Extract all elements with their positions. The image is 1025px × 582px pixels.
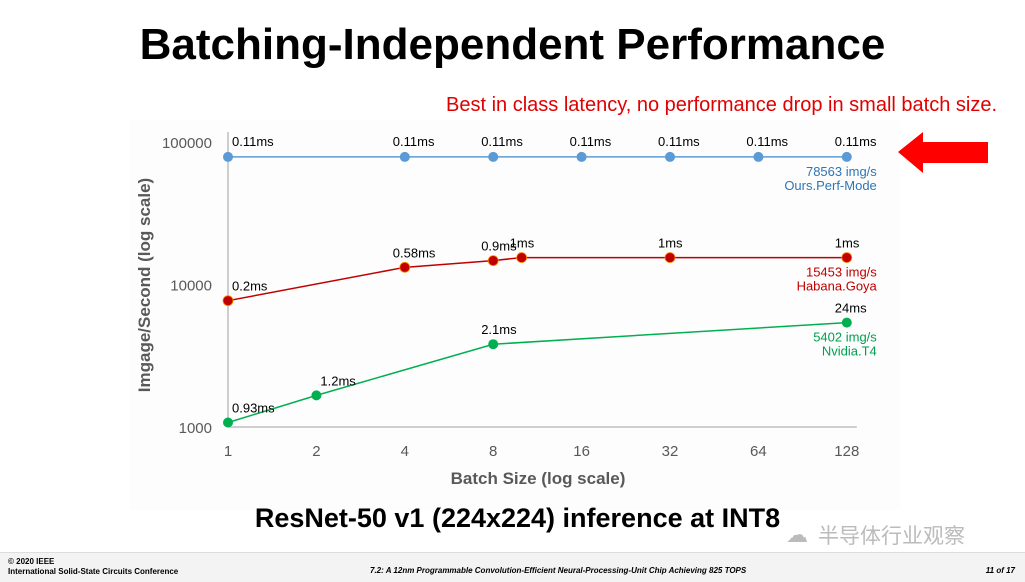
data-point (488, 339, 499, 350)
y-tick-label: 100000 (162, 135, 212, 152)
wechat-icon: ☁ (786, 522, 808, 547)
data-point (576, 151, 587, 162)
x-tick-label: 64 (750, 443, 767, 460)
data-point (399, 151, 410, 162)
series-value-label: 15453 img/s (806, 265, 877, 280)
x-tick-label: 16 (573, 443, 590, 460)
data-point (223, 151, 233, 162)
series-line-habana-goya (227, 256, 847, 302)
footer-left: © 2020 IEEE International Solid-State Ci… (8, 557, 178, 577)
data-point (399, 261, 411, 273)
data-label: 0.11ms (393, 134, 435, 149)
conference-name: International Solid-State Circuits Confe… (8, 567, 179, 576)
data-label: 0.11ms (835, 134, 877, 149)
data-point (487, 255, 499, 267)
series-name-label: Habana.Goya (797, 279, 878, 294)
data-label: 2.1ms (481, 322, 517, 337)
data-point (311, 390, 322, 401)
data-label: 1ms (510, 236, 535, 251)
copyright: © 2020 IEEE (8, 557, 55, 566)
left-arrow-icon (898, 132, 988, 173)
chart-subtitle: ResNet-50 v1 (224x224) inference at INT8 (254, 503, 781, 533)
data-label: 0.93ms (232, 401, 275, 416)
data-label: 1.2ms (320, 373, 356, 388)
x-tick-label: 8 (489, 443, 497, 460)
data-label: 0.11ms (658, 134, 700, 149)
x-tick-label: 4 (401, 443, 409, 460)
series-value-label: 78563 img/s (806, 164, 877, 179)
x-tick-label: 2 (312, 443, 320, 460)
data-label: 0.11ms (570, 134, 612, 149)
series-line-nvidia-t4 (227, 321, 847, 424)
data-label: 1ms (658, 236, 683, 251)
x-tick-label: 32 (662, 443, 679, 460)
paper-title: 7.2: A 12nm Programmable Convolution-Eff… (370, 566, 747, 575)
data-label: 24ms (835, 301, 867, 316)
y-axis-label: Imgage/Second (log scale) (135, 178, 154, 392)
x-axis-label: Batch Size (log scale) (451, 469, 626, 488)
data-point (665, 151, 675, 162)
data-point (841, 151, 852, 162)
chart-background (130, 120, 900, 510)
watermark: 半导体行业观察 (818, 525, 965, 548)
data-label: 0.11ms (232, 134, 274, 149)
callout-text: Best in class latency, no performance dr… (446, 94, 997, 116)
slide-footer: © 2020 IEEE International Solid-State Ci… (0, 552, 1025, 582)
series-name-label: Ours.Perf-Mode (784, 178, 876, 193)
page-number: 11 of 17 (985, 566, 1015, 575)
slide-title: Batching-Independent Performance (139, 20, 886, 69)
data-point (664, 252, 676, 263)
series-name-label: Nvidia.T4 (822, 344, 877, 359)
x-tick-label: 128 (834, 443, 859, 460)
data-point (841, 252, 853, 263)
data-point (222, 295, 234, 307)
data-point (516, 252, 528, 263)
y-tick-label: 10000 (170, 278, 212, 295)
data-label: 0.58ms (393, 245, 436, 260)
data-label: 0.9ms (481, 239, 517, 254)
data-label: 1ms (835, 236, 860, 251)
data-label: 0.2ms (232, 279, 268, 294)
x-tick-label: 1 (224, 443, 232, 460)
data-point (488, 151, 499, 162)
data-label: 0.11ms (746, 134, 788, 149)
data-point (753, 151, 764, 162)
series-value-label: 5402 img/s (813, 330, 877, 345)
data-point (223, 417, 233, 428)
data-point (841, 317, 852, 328)
y-tick-label: 1000 (179, 420, 212, 437)
data-label: 0.11ms (481, 134, 523, 149)
